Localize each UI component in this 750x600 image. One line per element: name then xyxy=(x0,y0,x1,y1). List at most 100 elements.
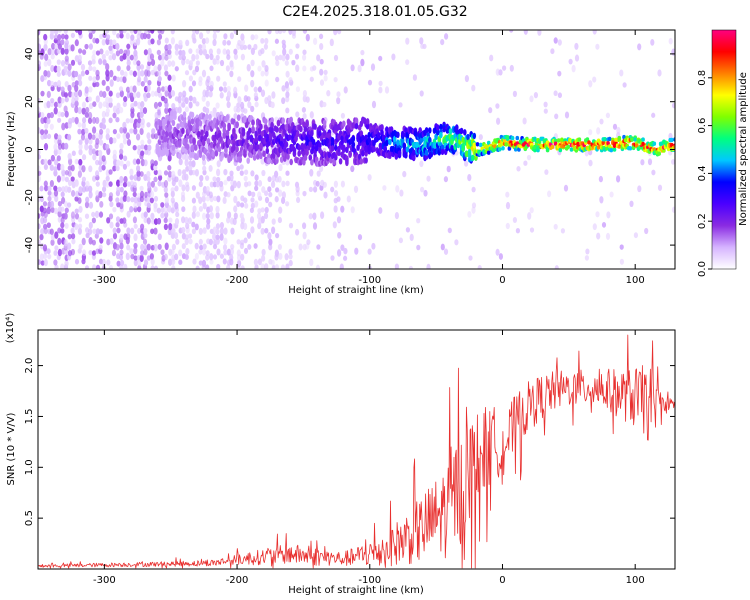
spectrogram-noise-cell xyxy=(129,174,134,181)
spectrogram-noise-cell xyxy=(115,165,120,172)
snr-plot-area xyxy=(38,330,675,569)
spectrogram-noise-cell xyxy=(275,187,280,193)
spectrogram-noise-cell xyxy=(201,69,207,78)
spectrogram-noise-cell xyxy=(651,169,656,176)
spectrogram-noise-cell xyxy=(236,107,241,113)
spectrogram-noise-cell xyxy=(116,102,121,109)
spectrogram-noise-cell xyxy=(405,37,410,45)
spectrogram-noise-cell xyxy=(57,111,62,118)
spectrogram-noise-cell xyxy=(174,43,179,51)
spectrogram-noise-cell xyxy=(343,247,348,255)
spectrogram-ridge-cell xyxy=(220,151,225,158)
spectrogram-ridge-cell xyxy=(225,114,230,121)
spectrogram-noise-cell xyxy=(505,222,510,230)
spectrogram-noise-cell xyxy=(471,186,476,193)
spectrogram-ridge-cell xyxy=(606,141,610,146)
spectrogram-ridge-cell xyxy=(177,140,182,147)
spectrogram-noise-cell xyxy=(40,260,45,266)
spectrogram-noise-cell xyxy=(60,39,65,46)
spectrogram-noise-cell xyxy=(278,54,283,61)
spectrogram-noise-cell xyxy=(471,84,476,92)
spectrogram-noise-cell xyxy=(132,59,137,66)
spectrogram-noise-cell xyxy=(264,65,269,72)
spectrogram-noise-cell xyxy=(277,175,282,183)
spectrogram-noise-cell xyxy=(254,180,259,187)
spectrogram-noise-cell xyxy=(85,196,90,203)
spectrogram-noise-cell xyxy=(53,81,58,88)
spectrogram-ridge-cell xyxy=(330,137,335,144)
spectrogram-noise-cell xyxy=(496,117,501,125)
spectrogram-noise-cell xyxy=(75,190,80,198)
spectrogram-ridge-cell xyxy=(598,140,602,145)
spectrogram-noise-cell xyxy=(115,50,120,57)
spectrogram-noise-cell xyxy=(188,238,193,245)
spectrogram-noise-cell xyxy=(302,222,307,230)
spectrogram-noise-cell xyxy=(509,30,514,33)
spectrogram-noise-cell xyxy=(285,180,290,187)
spectrogram-noise-cell xyxy=(78,186,83,194)
spectrogram-x-tick-label: 0 xyxy=(499,275,505,286)
spectrogram-noise-cell xyxy=(87,60,93,66)
spectrogram-noise-cell xyxy=(118,86,124,92)
spectrogram-noise-cell xyxy=(70,211,76,219)
spectrogram-noise-cell xyxy=(223,237,228,245)
spectrogram-noise-cell xyxy=(95,38,100,44)
spectrogram-noise-cell xyxy=(43,253,48,260)
spectrogram-noise-cell xyxy=(109,237,114,245)
spectrogram-noise-cell xyxy=(112,112,117,119)
spectrogram-noise-cell xyxy=(116,159,121,167)
spectrogram-noise-cell xyxy=(405,59,410,65)
spectrogram-noise-cell xyxy=(46,90,51,99)
spectrogram-ridge-cell xyxy=(354,117,359,124)
spectrogram-noise-cell xyxy=(153,202,158,209)
spectrogram-noise-cell xyxy=(64,39,69,46)
spectrogram-ridge-cell xyxy=(318,125,322,132)
spectrogram-ridge-cell xyxy=(404,152,408,159)
spectrogram-noise-cell xyxy=(595,211,600,218)
spectrogram-noise-cell xyxy=(181,216,186,224)
spectrogram-noise-cell xyxy=(378,86,383,94)
spectrogram-noise-cell xyxy=(63,65,68,73)
spectrogram-noise-cell xyxy=(63,92,68,98)
spectrogram-noise-cell xyxy=(150,30,155,34)
spectrogram-noise-cell xyxy=(515,228,521,234)
spectrogram-noise-cell xyxy=(126,244,131,251)
spectrogram-ridge-cell xyxy=(233,133,238,140)
spectrogram-y-tick-label: -40 xyxy=(24,237,35,253)
spectrogram-noise-cell xyxy=(550,48,555,55)
spectrogram-noise-cell xyxy=(281,180,286,188)
spectrogram-noise-cell xyxy=(156,70,162,77)
spectrogram-noise-cell xyxy=(146,69,151,77)
spectrogram-noise-cell xyxy=(157,243,162,250)
spectrogram-noise-cell xyxy=(46,70,51,78)
spectrogram-noise-cell xyxy=(101,155,106,162)
spectrogram-noise-cell xyxy=(249,207,254,214)
spectrogram-noise-cell xyxy=(129,248,134,255)
spectrogram-noise-cell xyxy=(151,128,156,135)
spectrogram-noise-cell xyxy=(260,70,265,77)
spectrogram-noise-cell xyxy=(467,173,472,182)
spectrogram-noise-cell xyxy=(557,70,562,77)
spectrogram-noise-cell xyxy=(133,233,138,242)
spectrogram-noise-cell xyxy=(139,254,144,263)
spectrogram-noise-cell xyxy=(177,106,182,114)
spectrogram-noise-cell xyxy=(275,232,280,239)
spectrogram-noise-cell xyxy=(143,259,149,266)
spectrogram-noise-cell xyxy=(277,217,282,224)
spectrogram-noise-cell xyxy=(568,58,573,65)
spectrogram-noise-cell xyxy=(140,101,145,108)
spectrogram-noise-cell xyxy=(560,228,566,234)
spectrogram-noise-cell xyxy=(236,180,241,189)
spectrogram-noise-cell xyxy=(257,65,262,72)
spectrogram-ridge-cell xyxy=(200,129,204,136)
spectrogram-ridge-cell xyxy=(168,124,172,131)
spectrogram-ridge-cell xyxy=(472,132,477,140)
spectrogram-noise-cell xyxy=(98,165,103,173)
spectrogram-noise-cell xyxy=(671,102,675,109)
spectrogram-noise-cell xyxy=(637,43,642,51)
spectrogram-noise-cell xyxy=(333,76,338,83)
spectrogram-noise-cell xyxy=(237,76,242,82)
spectrogram-noise-cell xyxy=(184,70,190,76)
spectrogram-noise-cell xyxy=(95,170,100,178)
spectrogram-noise-cell xyxy=(160,212,165,219)
